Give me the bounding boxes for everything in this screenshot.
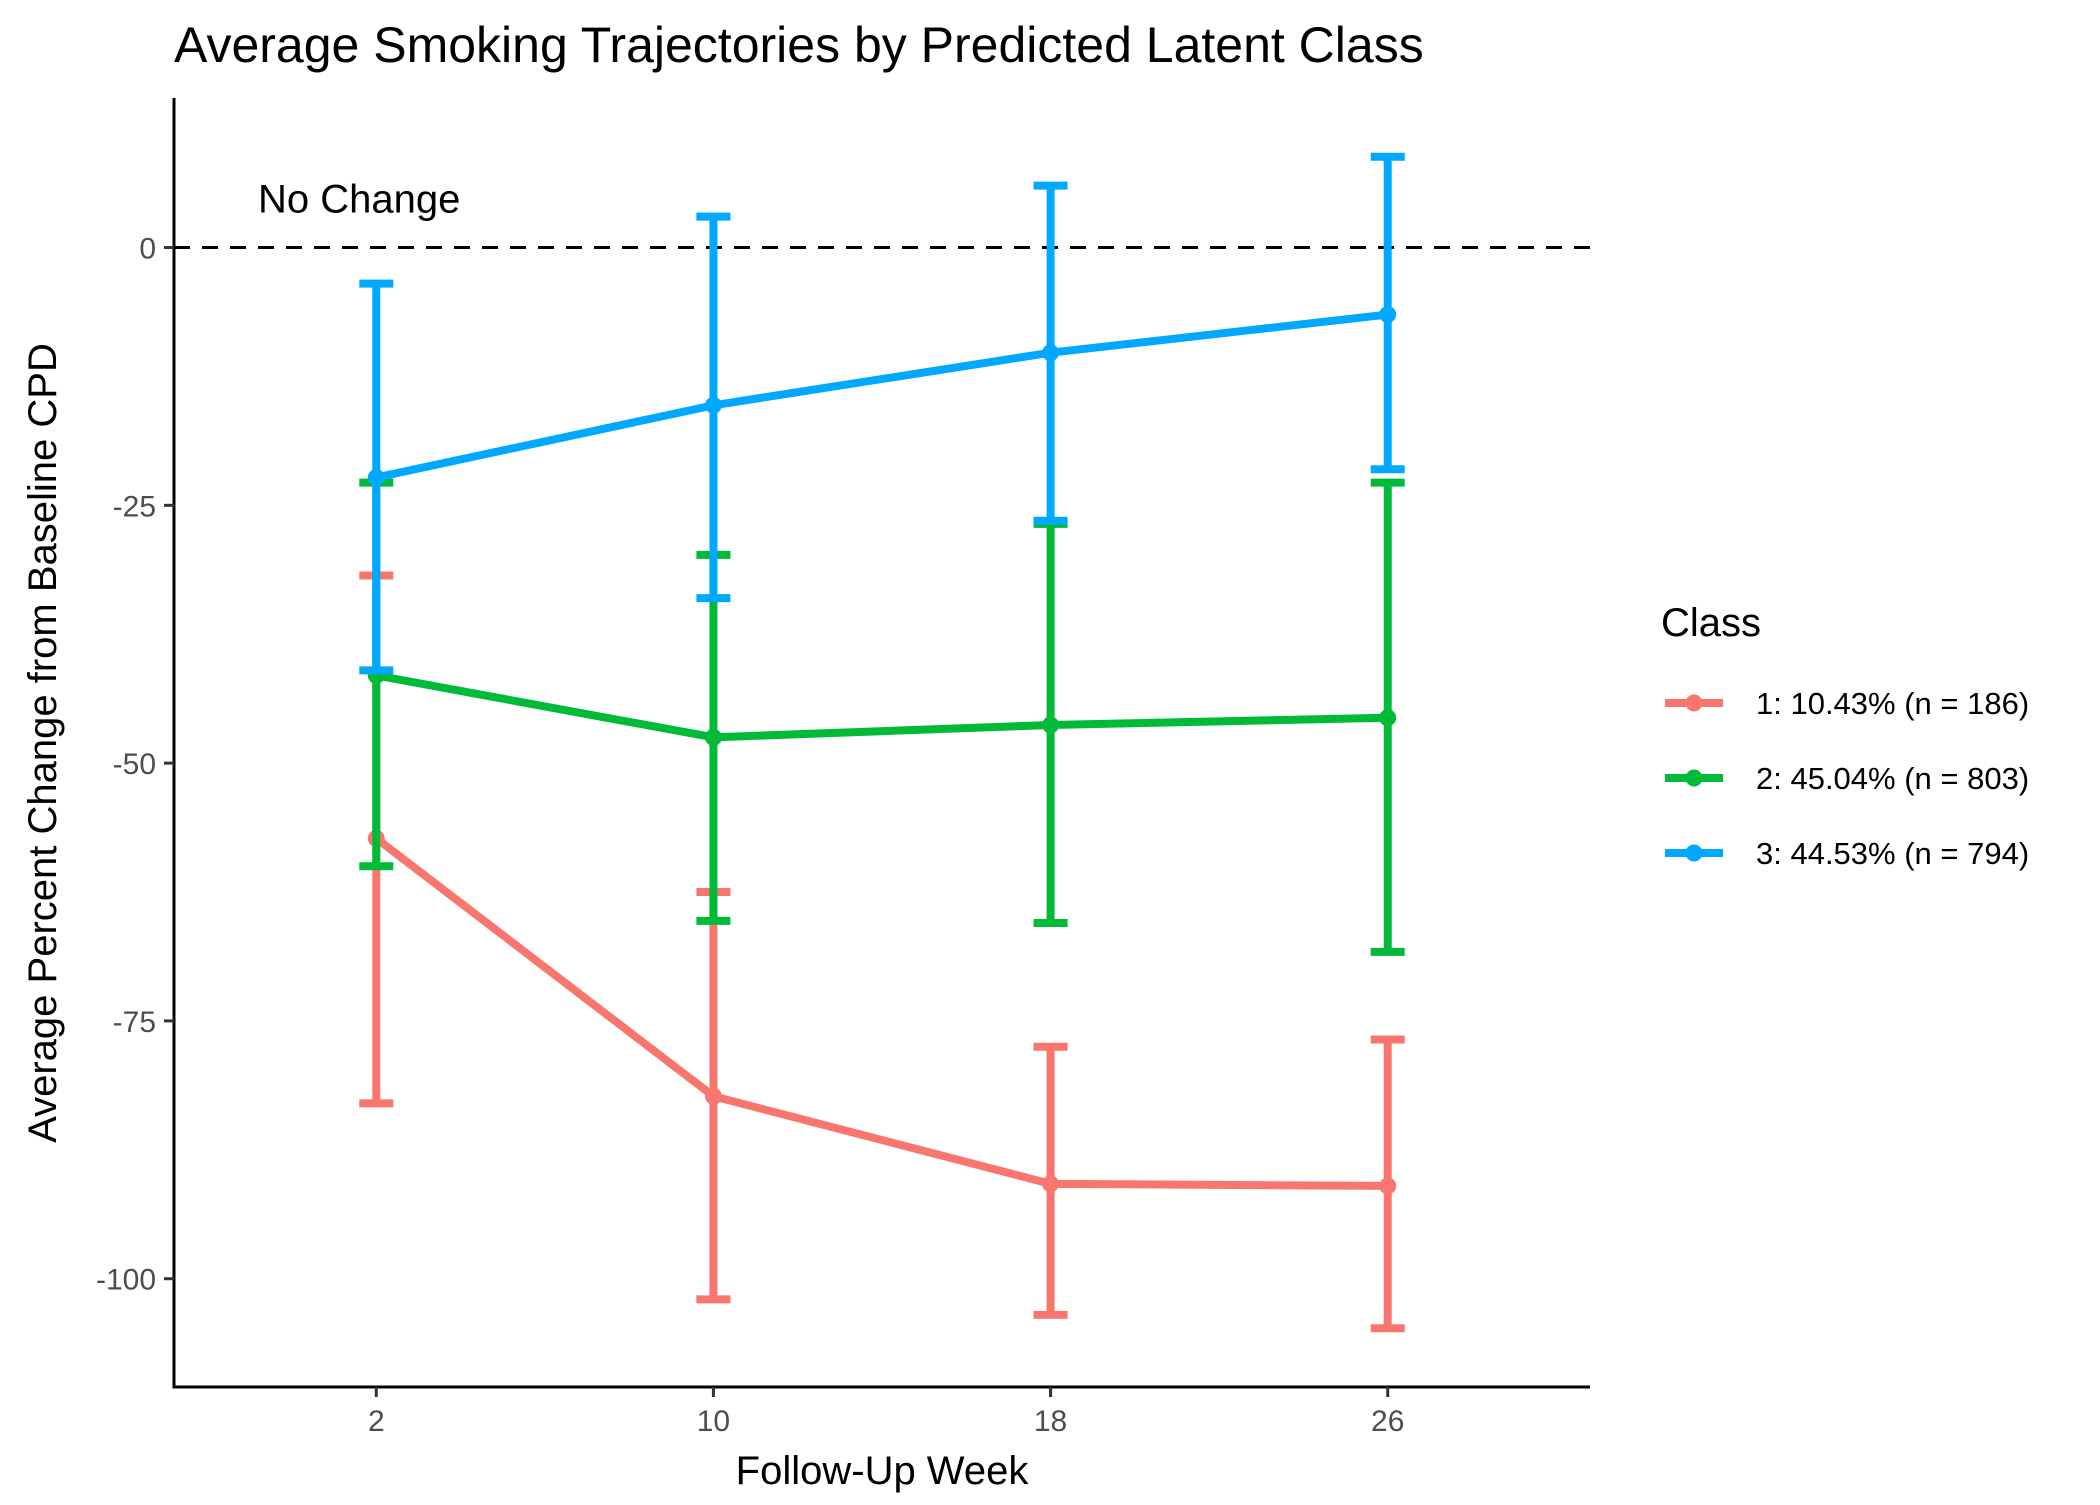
legend-item-2: 2: 45.04% (n = 803) (1665, 761, 2029, 796)
y-axis-title: Average Percent Change from Baseline CPD (21, 343, 65, 1143)
y-tick-label: 0 (139, 233, 156, 266)
legend-item-1: 1: 10.43% (n = 186) (1665, 686, 2029, 721)
data-point (1379, 709, 1397, 727)
legend-label: 3: 44.53% (n = 794) (1756, 836, 2029, 871)
x-axis-title: Follow-Up Week (736, 1449, 1030, 1493)
series-3 (359, 152, 1405, 675)
data-point (704, 396, 722, 414)
data-point (1379, 1177, 1397, 1195)
series-line (375, 310, 1389, 482)
data-point (1042, 344, 1060, 362)
plot-area: No Change (174, 152, 1590, 1333)
data-point (1042, 1175, 1060, 1193)
legend-label: 2: 45.04% (n = 803) (1756, 761, 2029, 796)
legend: Class 1: 10.43% (n = 186) 2: 45.04% (n = … (1661, 601, 2029, 871)
data-point (1379, 306, 1397, 324)
series-2 (359, 478, 1405, 956)
x-tick-label: 10 (697, 1405, 730, 1438)
chart-title: Average Smoking Trajectories by Predicte… (174, 17, 1424, 73)
data-point (367, 468, 385, 486)
annotation-no-change: No Change (258, 178, 460, 222)
x-tick-label: 26 (1371, 1405, 1404, 1438)
series-line (373, 835, 1388, 1190)
legend-label: 1: 10.43% (n = 186) (1756, 686, 2029, 721)
legend-key-point (1685, 694, 1703, 712)
y-tick-label: -100 (96, 1264, 156, 1297)
legend-title: Class (1661, 601, 1761, 645)
y-tick-label: -50 (113, 748, 156, 781)
data-point (704, 1087, 722, 1105)
y-tick-label: -75 (113, 1006, 156, 1039)
data-point (1042, 716, 1060, 734)
series-line (375, 671, 1388, 742)
y-tick-label: -25 (113, 490, 156, 523)
axis-ticks: 0 -25 -50 -75 -100 2 10 18 26 (96, 233, 1404, 1438)
x-tick-label: 2 (368, 1405, 385, 1438)
legend-item-3: 3: 44.53% (n = 794) (1665, 836, 2029, 871)
x-tick-label: 18 (1034, 1405, 1067, 1438)
data-point (704, 728, 722, 746)
legend-key-point (1685, 769, 1703, 787)
series-1 (359, 571, 1405, 1333)
legend-key-point (1685, 844, 1703, 862)
